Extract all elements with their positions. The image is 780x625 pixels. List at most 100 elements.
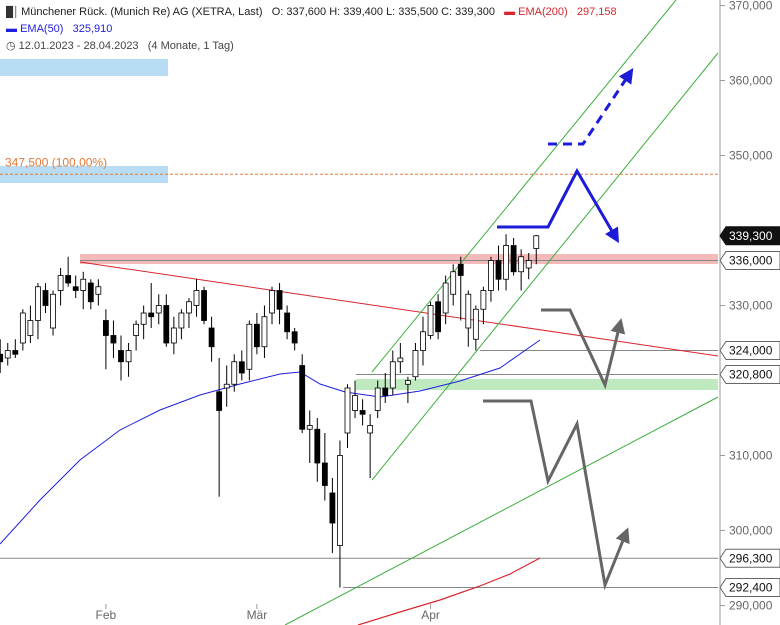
candle-body[interactable] [269,290,275,314]
candle-body[interactable] [80,278,87,291]
price-level-label: 296,300 [729,551,773,565]
candle-body[interactable] [72,286,79,291]
candle-body[interactable] [4,350,11,359]
candle-body[interactable] [359,410,366,415]
candle-body[interactable] [155,305,162,314]
candle-body[interactable] [518,256,525,273]
candle-body[interactable] [231,361,238,385]
candle-body[interactable] [435,301,442,333]
candle-body[interactable] [488,260,494,291]
zones-layer [0,59,718,390]
y-tick-label: 360,000 [729,74,773,88]
candle-body[interactable] [170,327,177,344]
trendlines-layer [0,0,719,625]
y-tick-label: 310,000 [729,449,773,463]
candle-body[interactable] [397,357,404,363]
candle-body[interactable] [50,293,56,329]
date-range-row: ◷ 12.01.2023 - 28.04.2023 (4 Monate, 1 T… [6,39,234,52]
candle-body[interactable] [344,387,351,434]
candle-body[interactable] [450,271,457,295]
candle-body[interactable] [510,245,517,273]
date-range: 12.01.2023 - 28.04.2023 [18,40,139,52]
candle-body[interactable] [253,323,260,348]
candle-body[interactable] [178,312,185,329]
instrument-title: Münchener Rück. (Munich Re) AG (XETRA, L… [21,6,263,18]
candle-body[interactable] [140,312,147,325]
candle-body[interactable] [216,391,223,411]
candle-body[interactable] [186,301,192,314]
candle-body[interactable] [0,353,4,363]
candle-body[interactable] [57,275,64,291]
candle-body[interactable] [321,462,328,486]
candle-body[interactable] [495,260,502,280]
candle-body[interactable] [525,260,532,269]
candle-body[interactable] [404,380,411,385]
candle-body[interactable] [420,331,426,351]
candle-body[interactable] [337,455,343,546]
scenarios-layer [483,67,634,591]
candle-body[interactable] [246,323,253,370]
candle-body[interactable] [19,312,26,344]
target-level-label: 347,500 (100,00%) [5,155,107,169]
long-support-line [284,396,719,625]
candle-body[interactable] [103,320,109,336]
candle-body[interactable] [163,305,170,344]
candle-body[interactable] [329,492,336,524]
candle-body[interactable] [87,282,94,303]
candle-body[interactable] [472,308,479,340]
candle-body[interactable] [465,293,472,329]
price-level-label: 320,800 [729,368,773,382]
candle-body[interactable] [208,327,215,348]
candle-body[interactable] [314,428,321,464]
candle-body[interactable] [261,316,268,348]
candle-body[interactable] [533,235,540,249]
y-tick-label: 300,000 [729,524,773,538]
candle-body[interactable] [352,395,358,411]
candle-body[interactable] [284,312,291,333]
support-zone [356,379,718,390]
candle-body[interactable] [457,263,464,276]
candle-body[interactable] [367,425,374,434]
candle-body[interactable] [118,350,124,363]
last-price-badge [719,226,780,246]
candle-body[interactable] [27,320,34,336]
candle-body[interactable] [374,387,381,411]
pullback-scenario-arrow [541,308,626,390]
ema50-legend: ▬ EMA(50) 325,910 [6,23,112,35]
candle-body[interactable] [12,350,19,355]
candle-body[interactable] [193,290,200,306]
candle-body[interactable] [382,387,389,396]
bear-scenario-arrow [483,399,630,591]
candle-body[interactable] [35,286,41,321]
resistance-zone [80,254,718,264]
channel-upper-line [371,0,677,373]
candle-body[interactable] [503,245,509,280]
chart-header: █│ Münchener Rück. (Munich Re) AG (XETRA… [6,6,617,18]
channel-lower-line [371,52,719,481]
candle-body[interactable] [148,312,155,318]
candlestick-icon: █│ [6,7,20,18]
candle-body[interactable] [480,290,487,310]
candle-body[interactable] [42,290,49,306]
candle-body[interactable] [95,286,102,295]
candle-body[interactable] [238,361,245,374]
candle-body[interactable] [201,290,207,321]
candle-body[interactable] [125,350,132,363]
candle-body[interactable] [276,290,283,310]
candle-body[interactable] [133,323,140,336]
candles-layer[interactable] [0,234,540,588]
candle-body[interactable] [299,365,306,430]
candle-body[interactable] [110,335,117,344]
price-level-badge [719,341,780,360]
candle-body[interactable] [223,383,230,389]
candle-body[interactable] [442,282,449,314]
candle-body[interactable] [65,275,72,284]
candle-body[interactable] [427,305,434,336]
candle-body[interactable] [291,331,298,344]
candle-body[interactable] [306,425,313,430]
price-level-badge [719,365,780,384]
ema200-legend-icon: ▬ [504,6,516,18]
candle-body[interactable] [412,350,419,378]
candle-body[interactable] [389,361,396,389]
